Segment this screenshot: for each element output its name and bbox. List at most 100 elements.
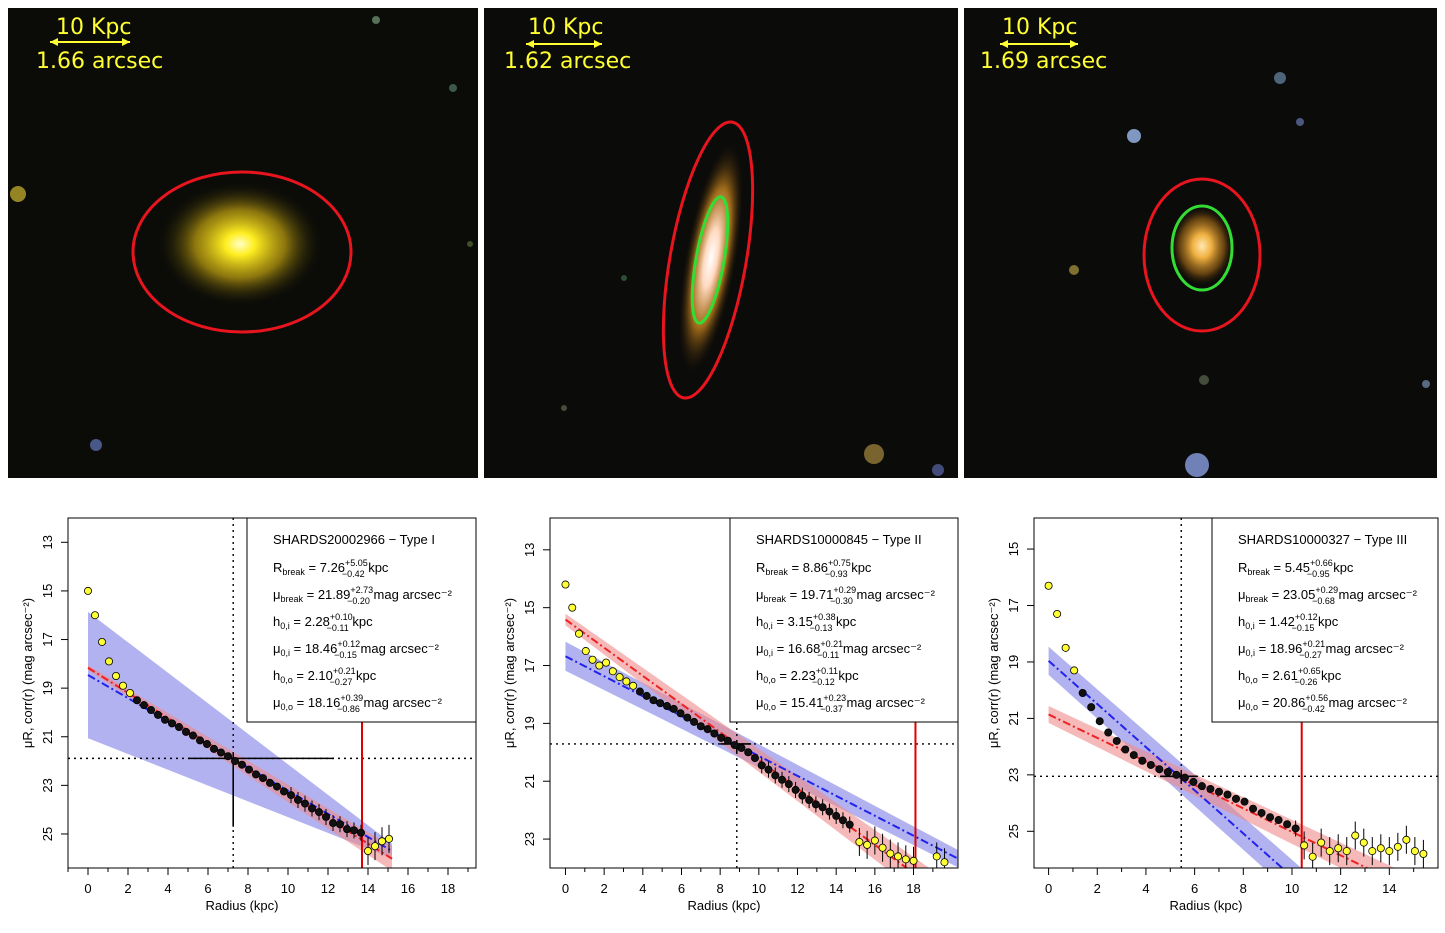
data-point (710, 729, 719, 738)
scale-label: 10 Kpc (56, 15, 131, 40)
param-line: μ0,o = 15.41+0.23 −0.37 mag arcsec⁻² (756, 693, 926, 714)
data-point (1351, 831, 1360, 840)
y-tick-label: 23 (40, 778, 55, 792)
data-point (615, 673, 624, 682)
y-tick-label: 21 (522, 774, 537, 788)
scale-label: 10 Kpc (528, 15, 603, 40)
x-tick-label: 18 (441, 881, 455, 896)
data-point (384, 834, 393, 843)
data-point (845, 820, 854, 829)
x-axis-label: Radius (kpc) (1170, 898, 1243, 913)
x-tick-label: 6 (204, 881, 211, 896)
data-point (1368, 847, 1377, 856)
data-point (1087, 703, 1096, 712)
data-point (321, 812, 330, 821)
x-tick-label: 16 (868, 881, 882, 896)
legend-title: SHARDS20002966 − Type I (273, 532, 435, 547)
data-point (1419, 849, 1428, 858)
data-point (909, 856, 918, 865)
data-point (363, 846, 372, 855)
data-point (1402, 835, 1411, 844)
data-point (1274, 816, 1283, 825)
y-tick-label: 21 (40, 730, 55, 744)
param-line: Rbreak = 7.26+5.05 −0.42 kpc (273, 558, 389, 579)
data-point (139, 701, 148, 710)
param-line: μ0,i = 18.46+0.12 −0.15 mag arcsec⁻² (273, 639, 440, 660)
data-point (764, 765, 773, 774)
data-point (886, 849, 895, 858)
data-point (251, 770, 260, 779)
plot-area (1034, 518, 1438, 868)
data-point (676, 709, 685, 718)
data-point (265, 778, 274, 787)
y-axis-label: μR, corr(r) (mag arcsec⁻²) (502, 598, 517, 748)
x-tick-label: 12 (790, 881, 804, 896)
data-point (855, 837, 864, 846)
data-point (784, 780, 793, 789)
galaxy-image-2: 10 Kpc 1.62 arcsec (484, 8, 958, 478)
data-point (216, 748, 225, 757)
x-axis-label: Radius (kpc) (688, 898, 761, 913)
x-tick-label: 12 (1333, 881, 1347, 896)
data-point (561, 580, 570, 589)
data-point (237, 760, 246, 769)
scale-label: 10 Kpc (1002, 15, 1077, 40)
y-tick-label: 17 (40, 632, 55, 646)
param-line: μbreak = 19.71+0.29 −0.30 mag arcsec⁻² (756, 585, 936, 606)
y-tick-label: 25 (1006, 824, 1021, 838)
data-point (188, 731, 197, 740)
data-point (1061, 643, 1070, 652)
outer-fit-band (565, 613, 930, 868)
x-tick-label: 10 (1285, 881, 1299, 896)
data-point (575, 629, 584, 638)
param-line: h0,o = 2.61+0.65 −0.26 kpc (1238, 666, 1342, 687)
legend-box: SHARDS20002966 − Type I Rbreak = 7.26+5.0… (246, 517, 477, 723)
data-point (1121, 745, 1130, 754)
data-point (750, 754, 759, 763)
data-point (778, 775, 787, 784)
legend-frame (1211, 517, 1439, 723)
param-line: Rbreak = 8.86+0.75 −0.93 kpc (756, 558, 872, 579)
y-tick-label: 15 (522, 600, 537, 614)
data-point (181, 727, 190, 736)
x-tick-label: 2 (601, 881, 608, 896)
y-tick-label: 21 (1006, 711, 1021, 725)
y-tick-label: 19 (40, 681, 55, 695)
data-point (1197, 782, 1206, 791)
y-tick-label: 19 (1006, 655, 1021, 669)
data-point (1393, 842, 1402, 851)
data-point (1070, 666, 1079, 675)
data-point (1231, 794, 1240, 803)
data-point (1044, 581, 1053, 590)
data-point (1129, 751, 1138, 760)
data-point (1155, 765, 1164, 774)
data-point (737, 743, 746, 752)
galaxy-image-1: 10 Kpc 1.66 arcsec (8, 8, 478, 478)
data-point (258, 774, 267, 783)
y-tick-label: 13 (522, 543, 537, 557)
data-point (805, 796, 814, 805)
outer-ellipse (661, 120, 755, 400)
param-line: μbreak = 23.05+0.29 −0.68 mag arcsec⁻² (1238, 585, 1418, 606)
data-point (1308, 852, 1317, 861)
param-line: h0,o = 2.10+0.21 −0.27 kpc (273, 666, 377, 687)
data-point (818, 803, 827, 812)
data-point (174, 723, 183, 732)
legend-frame (246, 517, 477, 723)
data-point (825, 807, 834, 816)
data-point (202, 740, 211, 749)
data-point (690, 717, 699, 726)
x-tick-label: 8 (1240, 881, 1247, 896)
data-point (1317, 838, 1326, 847)
x-tick-label: 8 (244, 881, 251, 896)
plot-area (68, 518, 476, 868)
data-point (1385, 847, 1394, 856)
data-point (669, 704, 678, 713)
data-point (160, 715, 169, 724)
data-point (1214, 787, 1223, 796)
data-point (1138, 756, 1147, 765)
data-point (356, 828, 365, 837)
x-tick-label: 18 (906, 881, 920, 896)
data-point (581, 647, 590, 656)
profile-plot-3: 0 2 4 6 8 10 12 14 15 17 19 21 23 25 Radius (kpc) μR, c… (964, 512, 1442, 933)
